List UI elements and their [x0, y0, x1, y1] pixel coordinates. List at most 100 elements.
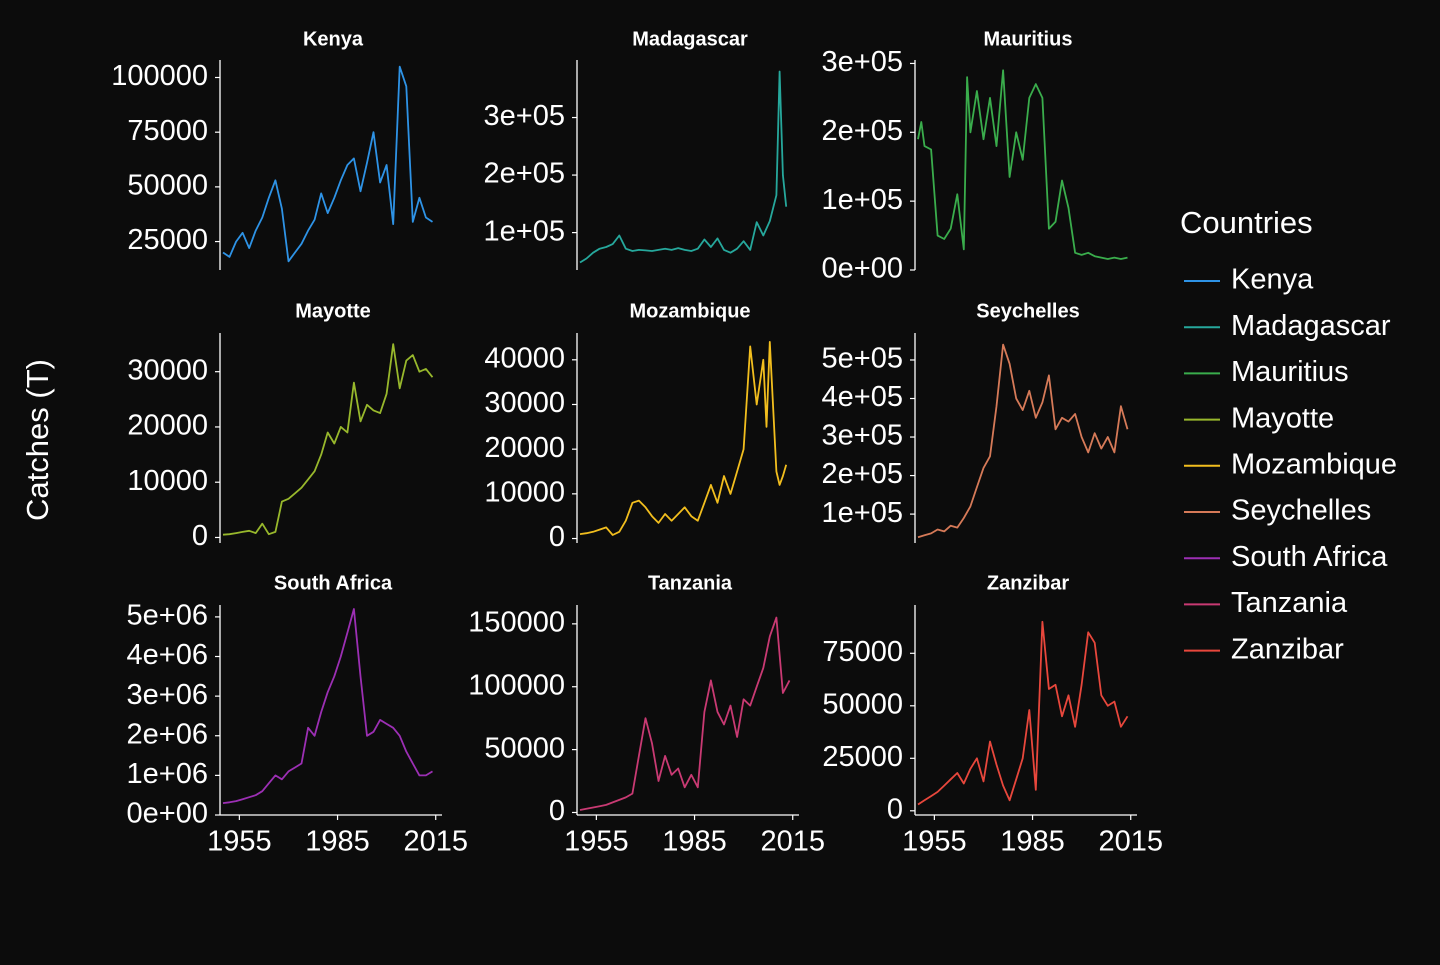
facet-panel-mozambique: Mozambique 0 10000 20000 30000 40000	[484, 300, 788, 553]
legend-title: Countries	[1180, 205, 1313, 240]
y-tick-label: 25000	[127, 224, 208, 256]
facet-panel-madagascar: Madagascar 1e+05 2e+05 3e+05	[484, 28, 788, 270]
legend-label: Mozambique	[1231, 448, 1397, 480]
y-tick-label: 50000	[822, 688, 903, 720]
panel-title: Mayotte	[295, 300, 371, 322]
y-tick-label: 25000	[822, 741, 903, 773]
y-tick-label: 3e+05	[822, 420, 903, 452]
y-tick-label: 20000	[484, 432, 565, 464]
y-tick-label: 150000	[468, 607, 565, 639]
y-tick-label: 0	[887, 793, 903, 825]
y-tick-label: 1e+06	[127, 758, 208, 790]
facet-panel-south-africa: South Africa 0e+00 1e+06 2e+06 3e+06 4e+06 5e+…	[127, 572, 468, 857]
legend: Countries Kenya Madagascar Mauritius Mayott…	[1180, 205, 1397, 665]
y-tick-label: 2e+05	[484, 158, 565, 190]
x-tick-label: 1985	[305, 826, 370, 858]
y-tick-label: 5e+05	[822, 343, 903, 375]
y-tick-label: 75000	[822, 636, 903, 668]
x-tick-label: 2015	[760, 826, 825, 858]
x-tick-label: 1985	[662, 826, 727, 858]
facet-panel-tanzania: Tanzania 0 50000 100000 150000 1955 1985 2015	[468, 572, 825, 857]
y-tick-label: 20000	[127, 410, 208, 442]
legend-item: Mayotte	[1184, 402, 1334, 434]
y-tick-label: 0	[192, 520, 208, 552]
legend-label: Mayotte	[1231, 402, 1334, 434]
y-tick-label: 40000	[484, 342, 565, 374]
y-tick-label: 5e+06	[127, 600, 208, 632]
series-line-mauritius	[917, 69, 1128, 260]
legend-item: Kenya	[1184, 264, 1314, 296]
panel-title: Seychelles	[976, 300, 1079, 322]
facet-panel-zanzibar: Zanzibar 0 25000 50000 75000 1955 1985 2015	[822, 572, 1163, 857]
y-tick-label: 0e+00	[127, 798, 208, 830]
series-line-mozambique	[579, 340, 788, 536]
series-line-south-africa	[222, 608, 433, 804]
series-line-mayotte	[222, 343, 434, 536]
y-tick-label: 0e+00	[822, 253, 903, 285]
y-tick-label: 1e+05	[822, 184, 903, 216]
x-tick-label: 1955	[902, 826, 967, 858]
legend-item: Tanzania	[1184, 587, 1348, 619]
y-tick-label: 3e+06	[127, 679, 208, 711]
panel-title: Tanzania	[648, 572, 733, 594]
panel-title: South Africa	[274, 572, 393, 594]
y-tick-label: 1e+05	[822, 497, 903, 529]
y-tick-label: 4e+05	[822, 381, 903, 413]
facet-panel-mauritius: Mauritius 0e+00 1e+05 2e+05 3e+05	[822, 28, 1128, 285]
legend-items: Kenya Madagascar Mauritius Mayotte Mozambiqu…	[1184, 264, 1397, 665]
series-line-kenya	[222, 65, 433, 263]
x-tick-label: 1955	[207, 826, 272, 858]
legend-label: Mauritius	[1231, 356, 1349, 388]
series-line-tanzania	[579, 616, 791, 811]
legend-item: Seychelles	[1184, 495, 1371, 527]
y-tick-label: 3e+05	[822, 46, 903, 78]
y-tick-label: 30000	[127, 354, 208, 386]
panel-title: Mozambique	[629, 300, 750, 322]
series-line-seychelles	[917, 343, 1129, 539]
y-tick-label: 30000	[484, 387, 565, 419]
y-axis-title: Catches (T)	[20, 359, 55, 521]
y-tick-label: 2e+05	[822, 115, 903, 147]
series-line-madagascar	[579, 70, 788, 264]
series-line-zanzibar	[917, 620, 1129, 806]
y-tick-label: 2e+06	[127, 718, 208, 750]
facet-panel-seychelles: Seychelles 1e+05 2e+05 3e+05 4e+05 5e+05	[822, 300, 1129, 543]
panel-title: Kenya	[303, 28, 364, 50]
facet-panels: Kenya250005000075000100000Madagascar1e+0…	[111, 28, 1163, 857]
legend-item: Mauritius	[1184, 356, 1349, 388]
x-tick-label: 1985	[1000, 826, 1065, 858]
legend-label: Zanzibar	[1231, 633, 1344, 665]
legend-label: Kenya	[1231, 264, 1314, 296]
legend-item: South Africa	[1184, 541, 1388, 573]
facet-panel-mayotte: Mayotte 0 10000 20000 30000	[127, 300, 434, 552]
panel-title: Madagascar	[632, 28, 748, 50]
panel-title: Mauritius	[984, 28, 1073, 50]
y-tick-label: 0	[549, 795, 565, 827]
y-tick-label: 4e+06	[127, 639, 208, 671]
y-tick-label: 3e+05	[484, 100, 565, 132]
panel-title: Zanzibar	[987, 572, 1069, 594]
legend-label: Tanzania	[1231, 587, 1348, 619]
y-tick-label: 100000	[111, 60, 208, 92]
x-tick-label: 2015	[403, 826, 468, 858]
y-tick-label: 50000	[127, 170, 208, 202]
y-tick-label: 0	[549, 521, 565, 553]
y-tick-label: 50000	[484, 732, 565, 764]
y-tick-label: 100000	[468, 669, 565, 701]
y-tick-label: 75000	[127, 115, 208, 147]
legend-label: Madagascar	[1231, 310, 1391, 342]
x-tick-label: 2015	[1098, 826, 1163, 858]
y-tick-label: 10000	[127, 465, 208, 497]
legend-item: Madagascar	[1184, 310, 1391, 342]
x-tick-label: 1955	[564, 826, 629, 858]
facet-panel-kenya: Kenya 25000 50000 75000 100000	[111, 28, 433, 270]
legend-label: Seychelles	[1231, 495, 1371, 527]
legend-label: South Africa	[1231, 541, 1388, 573]
y-tick-label: 1e+05	[484, 215, 565, 247]
y-tick-label: 10000	[484, 477, 565, 509]
legend-item: Mozambique	[1184, 448, 1397, 480]
legend-item: Zanzibar	[1184, 633, 1344, 665]
